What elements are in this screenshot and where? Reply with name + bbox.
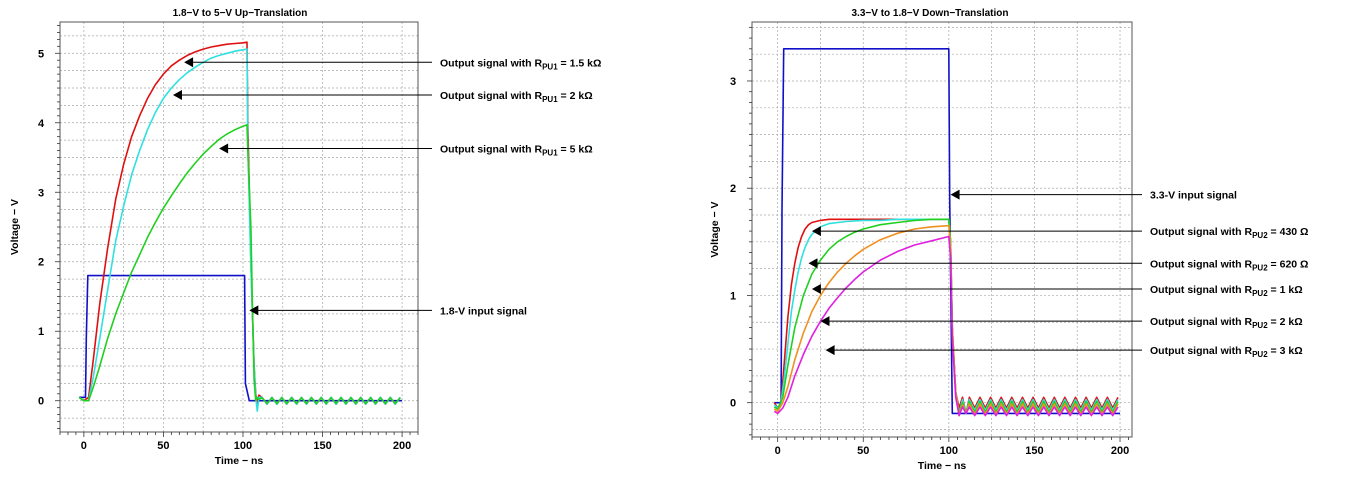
y-tick-label: 4 — [38, 118, 45, 130]
x-axis-label: Time − ns — [918, 460, 967, 472]
down-translation-chart: 0 50 100 150 200 0 1 2 3 3.3−V to 1.8−V Down−Tran… — [709, 8, 1308, 472]
annotation-label: Output signal with RPU2 = 1 kΩ — [1150, 284, 1303, 298]
arrow-head — [811, 226, 821, 237]
tick-marks — [747, 26, 1129, 442]
y-axis-label: Voltage − V — [9, 199, 21, 255]
series-group — [78, 41, 403, 413]
x-tick-label: 200 — [1111, 445, 1129, 457]
x-tick-label: 50 — [157, 440, 169, 452]
y-tick-label: 3 — [38, 187, 44, 199]
annotation-label: Output signal with RPU1 = 1.5 kΩ — [440, 57, 601, 71]
arrow-head — [808, 258, 818, 269]
grid — [752, 22, 1132, 437]
series-group — [773, 47, 1120, 417]
series-line-g2 — [773, 218, 1119, 415]
arrow-head — [184, 57, 194, 68]
x-tick-label: 150 — [1025, 445, 1043, 457]
x-tick-label: 50 — [857, 445, 869, 457]
y-axis-label: Voltage − V — [709, 201, 721, 257]
annotations: 3.3-V input signal Output signal with RPU… — [808, 189, 1308, 359]
up-translation-chart: 0 50 100 150 200 0 1 2 3 4 5 1.8−V to 5−V Up−Transl… — [9, 8, 601, 467]
annotation-label: Output signal with RPU1 = 5 kΩ — [440, 143, 593, 157]
y-tick-label: 5 — [38, 48, 44, 60]
y-tick-label: 2 — [730, 183, 736, 195]
annotation-label: Output signal with RPU2 = 430 Ω — [1150, 226, 1308, 240]
arrow-head — [820, 316, 830, 327]
chart-title: 1.8−V to 5−V Up−Translation — [173, 8, 308, 19]
y-tick-label: 1 — [730, 290, 736, 302]
annotation-label: 3.3-V input signal — [1150, 190, 1237, 202]
arrow-head — [249, 305, 259, 316]
x-axis-label: Time − ns — [215, 455, 264, 467]
y-tick-label: 0 — [38, 396, 44, 408]
annotations: Output signal with RPU1 = 1.5 kΩ Output s… — [172, 57, 601, 317]
annotation-label: Output signal with RPU2 = 620 Ω — [1150, 258, 1308, 272]
annotation-label: Output signal with RPU2 = 2 kΩ — [1150, 316, 1303, 330]
x-tick-label: 100 — [940, 445, 958, 457]
x-tick-label: 0 — [775, 445, 781, 457]
plot-frame — [751, 21, 1133, 438]
arrow-head — [219, 143, 229, 154]
x-tick-label: 200 — [393, 440, 411, 452]
plot-area — [752, 22, 1132, 437]
y-tick-label: 1 — [38, 326, 44, 338]
series-line-input — [774, 47, 1120, 415]
arrow-head — [811, 284, 821, 295]
x-tick-label: 100 — [234, 440, 252, 452]
x-tick-label: 150 — [313, 440, 331, 452]
arrow-head — [950, 189, 960, 200]
series-line-r2 — [773, 218, 1119, 415]
series-line-g1 — [78, 124, 401, 405]
series-line-c2 — [773, 218, 1119, 415]
series-line-m2 — [773, 235, 1119, 417]
x-tick-label: 0 — [81, 440, 87, 452]
grid — [60, 22, 418, 432]
y-tick-label: 3 — [730, 76, 736, 88]
annotation-label: Output signal with RPU2 = 3 kΩ — [1150, 345, 1303, 359]
y-tick-label: 0 — [730, 398, 736, 410]
tick-marks — [55, 25, 419, 437]
arrow-head — [825, 345, 835, 356]
annotation-label: 1.8-V input signal — [440, 305, 527, 317]
annotation-label: Output signal with RPU1 = 2 kΩ — [440, 90, 593, 104]
y-tick-label: 2 — [38, 257, 44, 269]
chart-title: 3.3−V to 1.8−V Down−Translation — [852, 8, 1009, 19]
arrow-head — [172, 89, 182, 100]
series-line-o2 — [773, 224, 1119, 417]
series-line-input — [79, 274, 403, 402]
